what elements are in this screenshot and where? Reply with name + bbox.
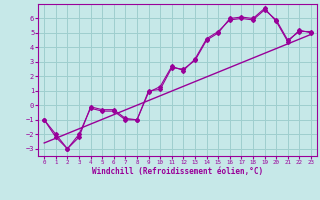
X-axis label: Windchill (Refroidissement éolien,°C): Windchill (Refroidissement éolien,°C) — [92, 167, 263, 176]
